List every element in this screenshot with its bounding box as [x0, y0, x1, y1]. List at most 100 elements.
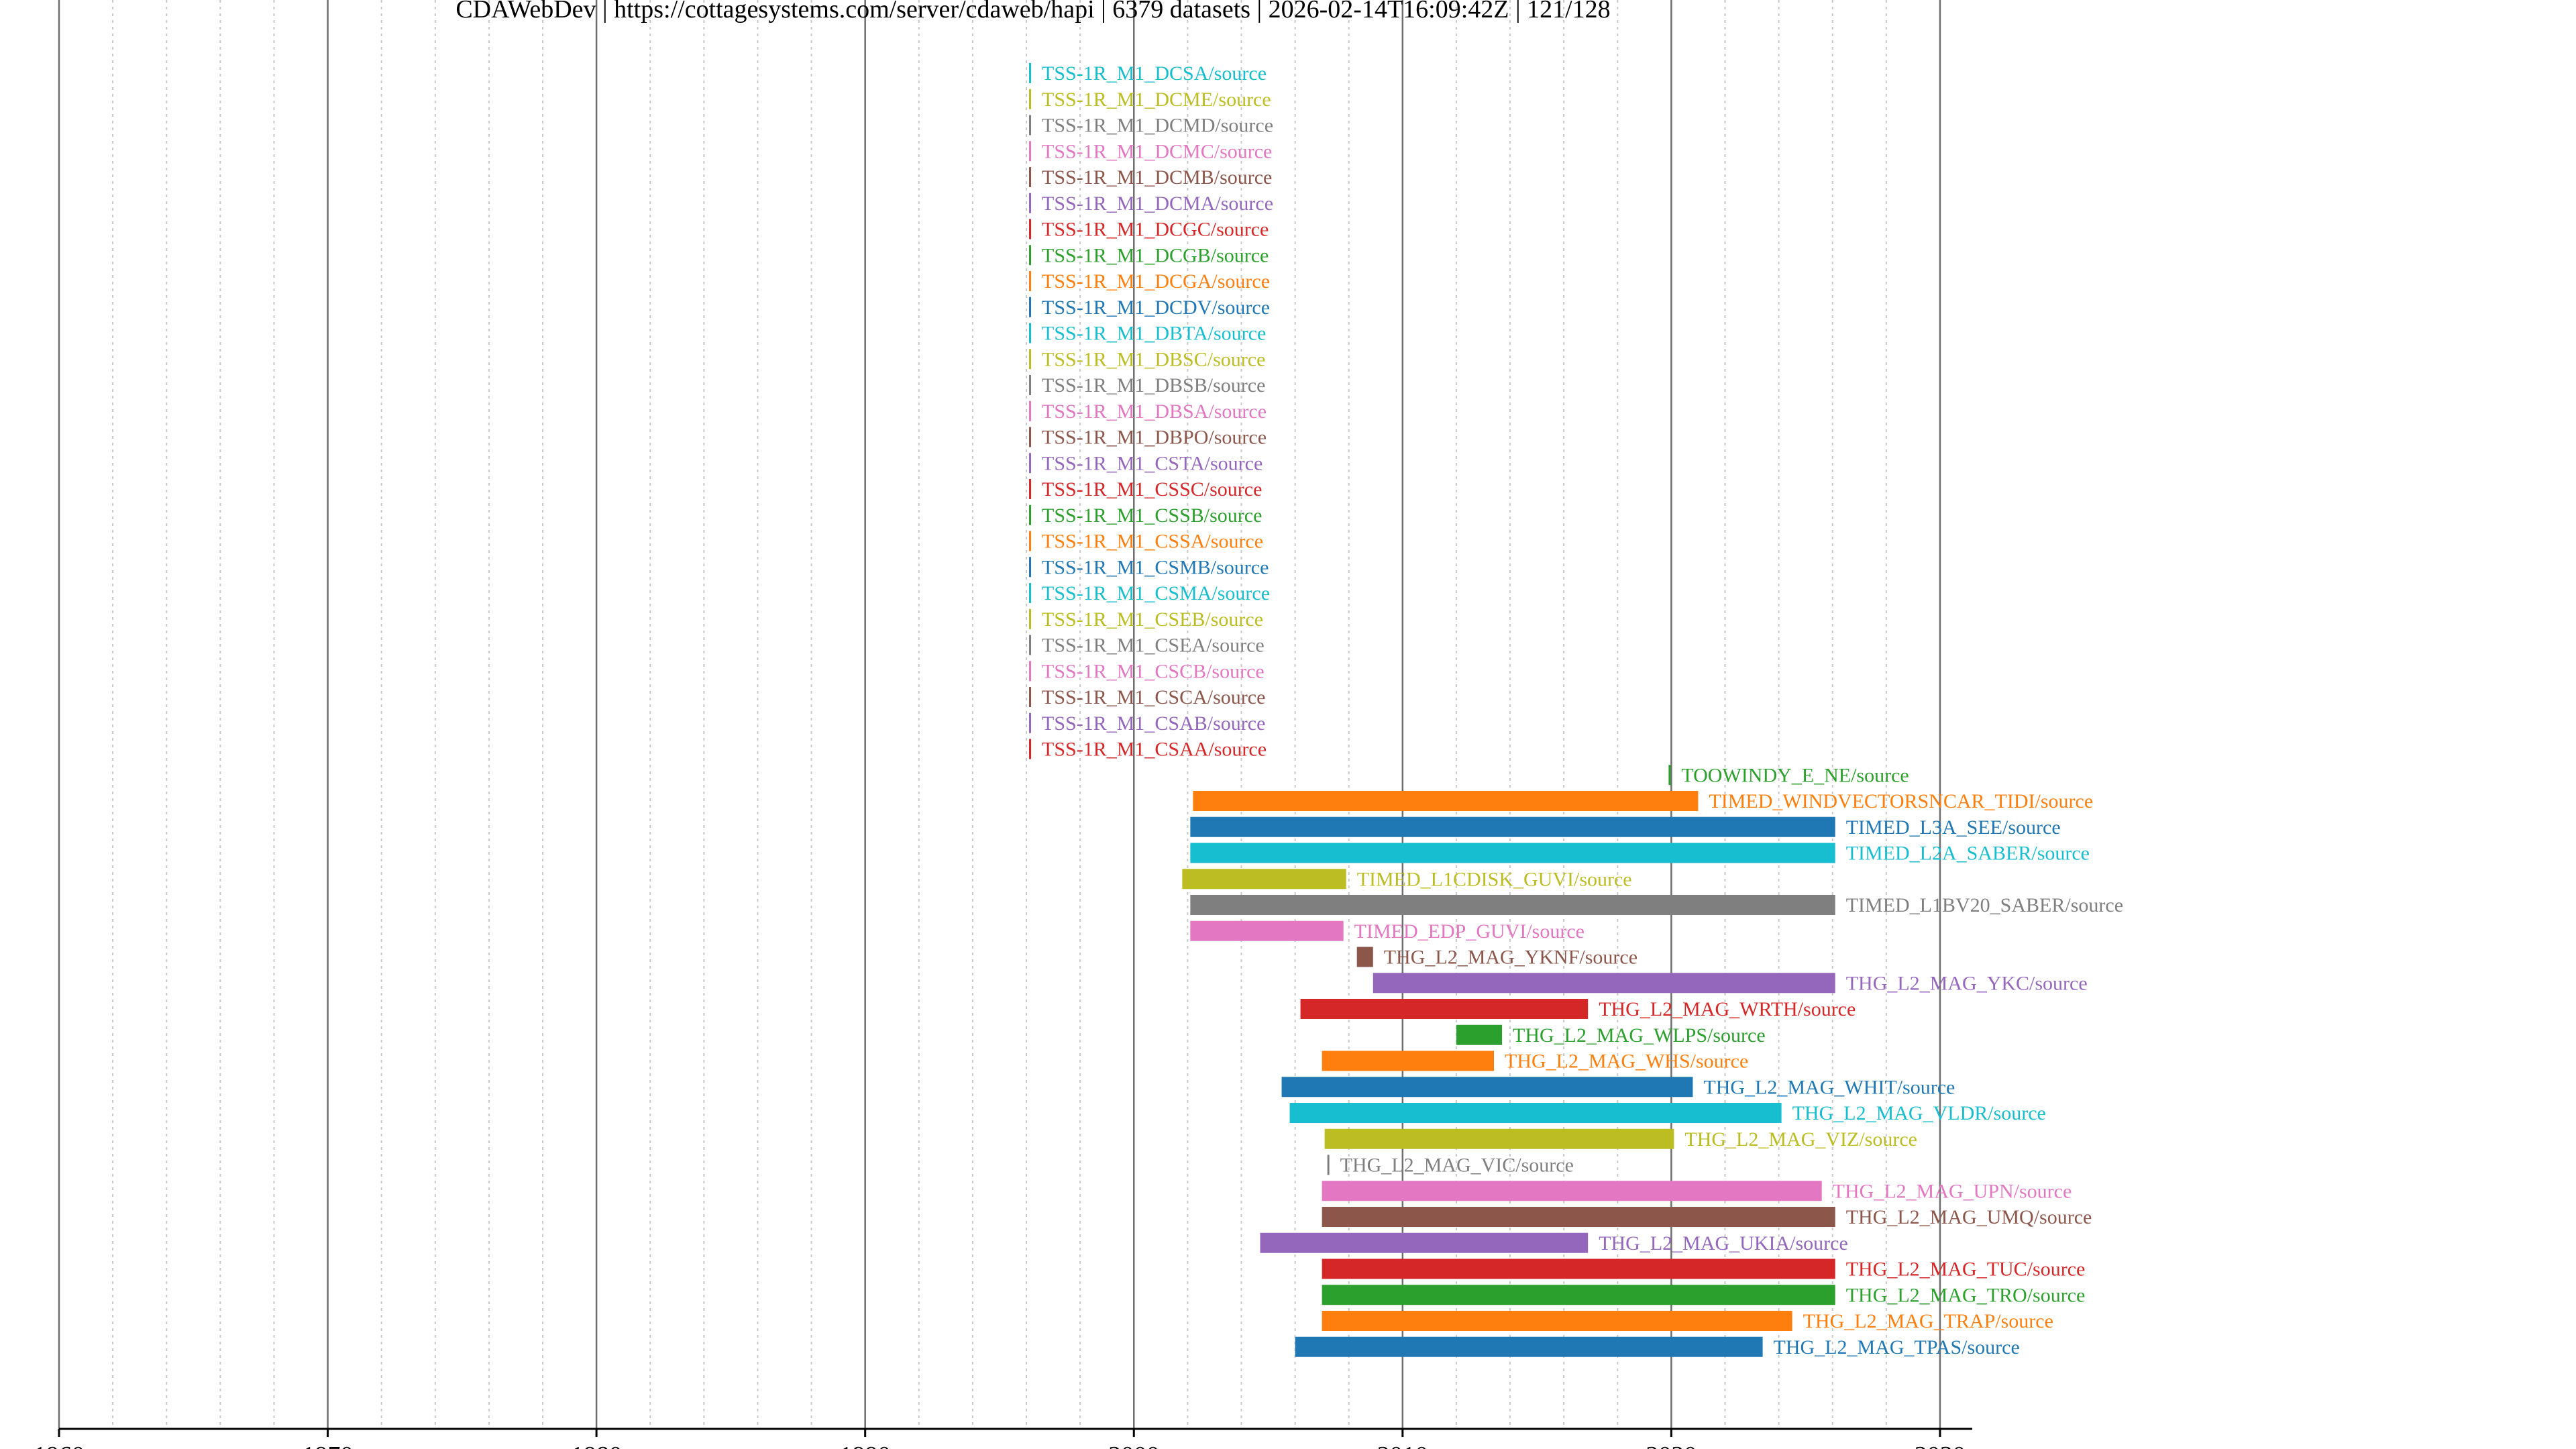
dataset-label: TSS-1R_M1_CSTA/source: [1042, 452, 1263, 474]
dataset-bar: [1029, 167, 1032, 187]
dataset-label: TIMED_L1CDISK_GUVI/source: [1357, 868, 1632, 890]
dataset-label: TIMED_L1BV20_SABER/source: [1846, 894, 2123, 916]
x-tick-label: 1970: [303, 1442, 354, 1449]
grid-lines: [58, 0, 1941, 1429]
dataset-bar: [1193, 791, 1699, 811]
dataset-bar: [1029, 349, 1032, 370]
dataset-bar: [1190, 816, 1835, 837]
dataset-labels: TSS-1R_M1_DCSA/source TSS-1R_M1_DCME/sour…: [1042, 62, 2123, 1358]
x-axis: 1960 1970 1980 1990 2000 2010 2020 2030: [34, 1428, 1972, 1449]
x-tick-label: 2010: [1377, 1442, 1428, 1449]
dataset-label: THG_L2_MAG_YKNF/source: [1384, 947, 1638, 969]
dataset-bar: [1300, 999, 1589, 1019]
dataset-bar: [1029, 400, 1032, 421]
dataset-label: TIMED_WINDVECTORSNCAR_TIDI/source: [1709, 790, 2093, 812]
dataset-label: TSS-1R_M1_CSSC/source: [1042, 478, 1262, 500]
dataset-label: TSS-1R_M1_DCME/source: [1042, 89, 1271, 111]
dataset-label: TSS-1R_M1_CSMA/source: [1042, 582, 1270, 604]
dataset-bar: [1260, 1232, 1589, 1253]
dataset-label: TSS-1R_M1_DBPO/source: [1042, 427, 1267, 449]
dataset-label: THG_L2_MAG_YKC/source: [1846, 972, 2088, 994]
dataset-label: THG_L2_MAG_VLDR/source: [1792, 1102, 2046, 1124]
dataset-bar: [1322, 1207, 1835, 1227]
dataset-label: TSS-1R_M1_DCDV/source: [1042, 297, 1270, 319]
dataset-bar: [1668, 765, 1671, 786]
dataset-bar: [1029, 245, 1032, 266]
dataset-bar: [1029, 608, 1032, 629]
dataset-label: TSS-1R_M1_DCSA/source: [1042, 62, 1267, 85]
dataset-label: TOOWINDY_E_NE/source: [1681, 764, 1909, 786]
dataset-bar: [1029, 89, 1032, 109]
dataset-label: TSS-1R_M1_DCMD/source: [1042, 115, 1273, 137]
dataset-label: TSS-1R_M1_DBTA/source: [1042, 323, 1266, 345]
dataset-bar: [1029, 141, 1032, 162]
dataset-bar: [1322, 1051, 1494, 1071]
dataset-bar: [1029, 115, 1032, 136]
x-tick-label: 1990: [840, 1442, 891, 1449]
dataset-bar: [1456, 1024, 1503, 1045]
x-tick-label: 2000: [1108, 1442, 1159, 1449]
dataset-label: TSS-1R_M1_CSMB/source: [1042, 556, 1269, 578]
dataset-bar: [1029, 531, 1032, 551]
dataset-label: TSS-1R_M1_DCMB/source: [1042, 166, 1272, 189]
dataset-label: TSS-1R_M1_CSSA/source: [1042, 531, 1263, 553]
dataset-bar: [1029, 635, 1032, 655]
dataset-label: TSS-1R_M1_DBSC/source: [1042, 348, 1265, 370]
dataset-bar: [1324, 1128, 1674, 1149]
dataset-label: TSS-1R_M1_CSAA/source: [1042, 739, 1267, 761]
dataset-bar: [1029, 687, 1032, 707]
dataset-bar: [1029, 712, 1032, 733]
dataset-bar: [1373, 973, 1835, 994]
dataset-bar: [1029, 219, 1032, 239]
dataset-label: THG_L2_MAG_WLPS/source: [1513, 1024, 1766, 1046]
x-tick-label: 1980: [571, 1442, 622, 1449]
dataset-label: THG_L2_MAG_TRO/source: [1846, 1284, 2086, 1306]
x-tick-label: 1960: [34, 1442, 85, 1449]
dataset-label: TSS-1R_M1_DCMC/source: [1042, 140, 1272, 162]
x-tick-label: 2030: [1915, 1442, 1966, 1449]
dataset-bar: [1029, 661, 1032, 682]
dataset-bar: [1322, 1181, 1822, 1201]
dataset-label: TSS-1R_M1_DCGA/source: [1042, 270, 1270, 292]
dataset-bar: [1322, 1311, 1792, 1331]
dataset-label: THG_L2_MAG_UMQ/source: [1846, 1206, 2092, 1228]
dataset-label: THG_L2_MAG_TUC/source: [1846, 1258, 2086, 1281]
dataset-bar: [1281, 1077, 1693, 1097]
dataset-label: TSS-1R_M1_CSAB/source: [1042, 712, 1265, 735]
dataset-label: TSS-1R_M1_CSSB/source: [1042, 504, 1262, 527]
dataset-label: TSS-1R_M1_CSCA/source: [1042, 686, 1265, 708]
chart-title: CDAWebDev | https://cottagesystems.com/s…: [455, 0, 1610, 23]
dataset-label: TSS-1R_M1_DBSA/source: [1042, 400, 1267, 423]
dataset-label: TSS-1R_M1_CSEA/source: [1042, 635, 1265, 657]
dataset-label: TSS-1R_M1_DCGB/source: [1042, 244, 1269, 266]
dataset-bar: [1029, 479, 1032, 499]
dataset-bar: [1029, 271, 1032, 291]
dataset-label: TSS-1R_M1_CSCB/source: [1042, 660, 1265, 682]
dataset-bar: [1029, 297, 1032, 317]
dataset-bar: [1029, 504, 1032, 525]
dataset-label: THG_L2_MAG_WHIT/source: [1703, 1076, 1955, 1098]
dataset-bar: [1182, 869, 1346, 890]
dataset-bar: [1322, 1258, 1835, 1279]
dataset-bars: [1029, 63, 1835, 1357]
dataset-label: TIMED_L2A_SABER/source: [1846, 843, 2090, 865]
dataset-bar: [1029, 63, 1032, 83]
dataset-bar: [1289, 1103, 1782, 1123]
dataset-bar: [1190, 895, 1835, 915]
x-tick-label: 2020: [1646, 1442, 1697, 1449]
dataset-label: THG_L2_MAG_VIZ/source: [1684, 1128, 1917, 1150]
dataset-label: TIMED_EDP_GUVI/source: [1354, 920, 1585, 943]
dataset-label: THG_L2_MAG_VIC/source: [1340, 1155, 1574, 1177]
dataset-label: THG_L2_MAG_WHS/source: [1505, 1051, 1748, 1073]
dataset-label: THG_L2_MAG_TRAP/source: [1803, 1310, 2053, 1332]
dataset-bar: [1190, 843, 1835, 863]
dataset-bar: [1029, 583, 1032, 603]
dataset-bar: [1029, 557, 1032, 578]
dataset-bar: [1029, 375, 1032, 395]
dataset-bar: [1356, 947, 1373, 967]
dataset-bar: [1322, 1285, 1835, 1305]
dataset-label: THG_L2_MAG_UKIA/source: [1599, 1232, 1848, 1254]
dataset-bar: [1295, 1336, 1763, 1357]
dataset-label: THG_L2_MAG_WRTH/source: [1599, 998, 1856, 1020]
